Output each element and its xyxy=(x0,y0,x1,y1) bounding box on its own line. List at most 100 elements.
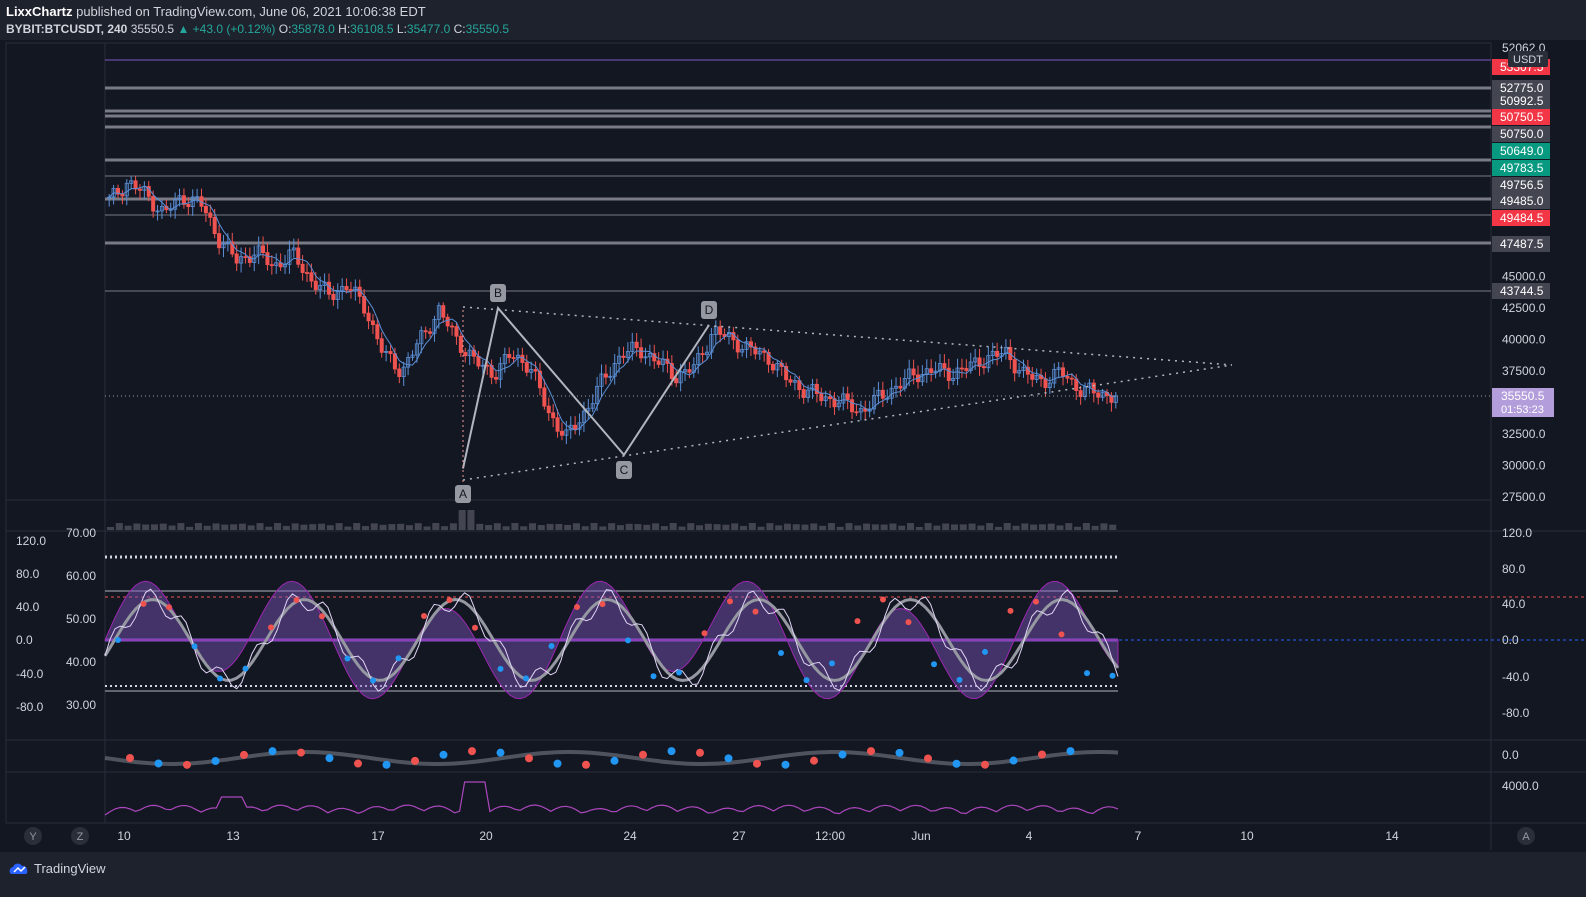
volume-bar xyxy=(977,525,985,530)
author-name[interactable]: LixxChartz xyxy=(6,4,73,19)
time-axis-button-y-label[interactable]: Y xyxy=(29,831,37,843)
open-value: 35878.0 xyxy=(291,22,335,36)
volume-bar xyxy=(133,523,141,530)
volume-bar xyxy=(335,523,343,530)
candle-body xyxy=(770,363,775,371)
volume-bar xyxy=(546,523,554,530)
price-tick: 42500.0 xyxy=(1502,301,1546,315)
volume-bar xyxy=(1100,523,1108,530)
osc-cross-dot xyxy=(956,676,963,683)
volume-bar xyxy=(414,523,422,530)
osc-cross-dot xyxy=(293,596,300,603)
price-tick: 30000.0 xyxy=(1502,459,1546,473)
price-level-badge xyxy=(1492,160,1550,176)
osc-cross-dot xyxy=(931,661,937,668)
osc-cross-dot xyxy=(982,648,988,655)
volume-bar xyxy=(898,525,906,530)
candle-body xyxy=(1056,367,1061,370)
volume-bar xyxy=(1012,525,1020,530)
candle-body xyxy=(428,331,433,334)
candle-body xyxy=(586,407,591,412)
price-level-text: 49756.5 xyxy=(1500,178,1544,192)
wave-dot xyxy=(582,760,590,769)
chart-header: LixxChartz published on TradingView.com,… xyxy=(0,0,1586,40)
candle-body xyxy=(551,412,556,419)
volume-bar xyxy=(687,523,695,530)
time-axis-button-z[interactable] xyxy=(71,827,89,845)
candle-body xyxy=(313,280,318,291)
osc-left-tick: 40.0 xyxy=(16,600,40,614)
time-axis-button-z-label[interactable]: Z xyxy=(77,831,84,843)
osc-cross-dot xyxy=(676,669,682,676)
auto-scale-button-label[interactable]: A xyxy=(1522,831,1530,843)
volume-bar xyxy=(309,524,317,530)
candle-body xyxy=(221,243,226,249)
volume-bar xyxy=(1056,525,1064,530)
candle-body xyxy=(340,286,345,293)
currency-badge[interactable] xyxy=(1508,51,1548,67)
volume-bar xyxy=(915,526,923,530)
price-tick: 40000.0 xyxy=(1502,333,1546,347)
last-price: 35550.5 xyxy=(130,22,175,36)
osc-left-tick: -80.0 xyxy=(16,700,44,714)
volume-bar xyxy=(942,523,950,530)
wave-dot xyxy=(553,759,562,768)
volume-bar xyxy=(397,523,405,530)
candle-body xyxy=(573,424,578,430)
candle-body xyxy=(529,369,534,373)
tradingview-logo[interactable]: TradingView xyxy=(8,861,106,876)
time-axis-button-y[interactable] xyxy=(24,827,42,845)
abcd-zigzag-line xyxy=(462,305,710,469)
osc-left-tick: -40.0 xyxy=(16,667,44,681)
candle-body xyxy=(1017,370,1022,374)
candle-body xyxy=(801,389,806,398)
candle-body xyxy=(845,393,850,401)
candle-body xyxy=(1096,392,1101,398)
candle-body xyxy=(617,355,622,364)
volume-bar xyxy=(757,526,765,530)
price-level-badge xyxy=(1492,143,1550,159)
close-label: C: xyxy=(453,22,466,36)
volume-bar xyxy=(388,524,396,530)
osc-fast-line xyxy=(104,588,1119,692)
candle-body xyxy=(924,368,929,375)
price-level-badge xyxy=(1492,80,1550,96)
volume-bar xyxy=(458,510,466,530)
pattern-labels: A B C D xyxy=(455,284,717,503)
volume-bar xyxy=(256,523,264,530)
osc-right-tick: -80.0 xyxy=(1502,706,1530,720)
candle-body xyxy=(968,361,973,371)
osc-cross-dot xyxy=(1058,631,1065,638)
candle-body xyxy=(880,389,885,399)
candle-body xyxy=(634,341,639,349)
candle-body xyxy=(1083,386,1088,397)
tradingview-brand[interactable]: TradingView xyxy=(34,861,106,876)
candle-body xyxy=(269,264,274,267)
time-tick: 10 xyxy=(117,829,131,843)
oscillator-axis-labels: 120.0 80.0 40.0 0.0 -40.0 -80.0 70.00 60.00 50.0… xyxy=(16,526,1532,720)
osc-right-tick: 0.0 xyxy=(1502,633,1519,647)
volume-bar xyxy=(652,523,660,530)
osc-cross-dot xyxy=(905,619,912,626)
volume-bar xyxy=(1091,525,1099,530)
price-level-badge xyxy=(1492,193,1550,209)
candle-body xyxy=(1069,377,1074,380)
volume-bar xyxy=(107,527,115,530)
publish-text: published on TradingView.com, June 06, 2… xyxy=(76,4,426,19)
candle-body xyxy=(894,385,899,389)
volume-bar xyxy=(722,524,730,530)
symbol-label[interactable]: BYBIT:BTCUSDT, 240 xyxy=(6,22,128,36)
price-level-badge xyxy=(1492,283,1550,299)
osc-right-tick: 40.0 xyxy=(1502,597,1526,611)
wave-dot xyxy=(240,750,248,759)
candle-body xyxy=(234,253,239,264)
osc-cross-dot xyxy=(1007,607,1014,614)
osc-cross-dot xyxy=(778,649,784,656)
candle-body xyxy=(744,341,749,350)
volume-bar xyxy=(265,526,273,530)
candle-body xyxy=(937,363,942,372)
auto-scale-button[interactable] xyxy=(1517,827,1535,845)
currency-badge-text[interactable]: USDT xyxy=(1513,54,1543,66)
